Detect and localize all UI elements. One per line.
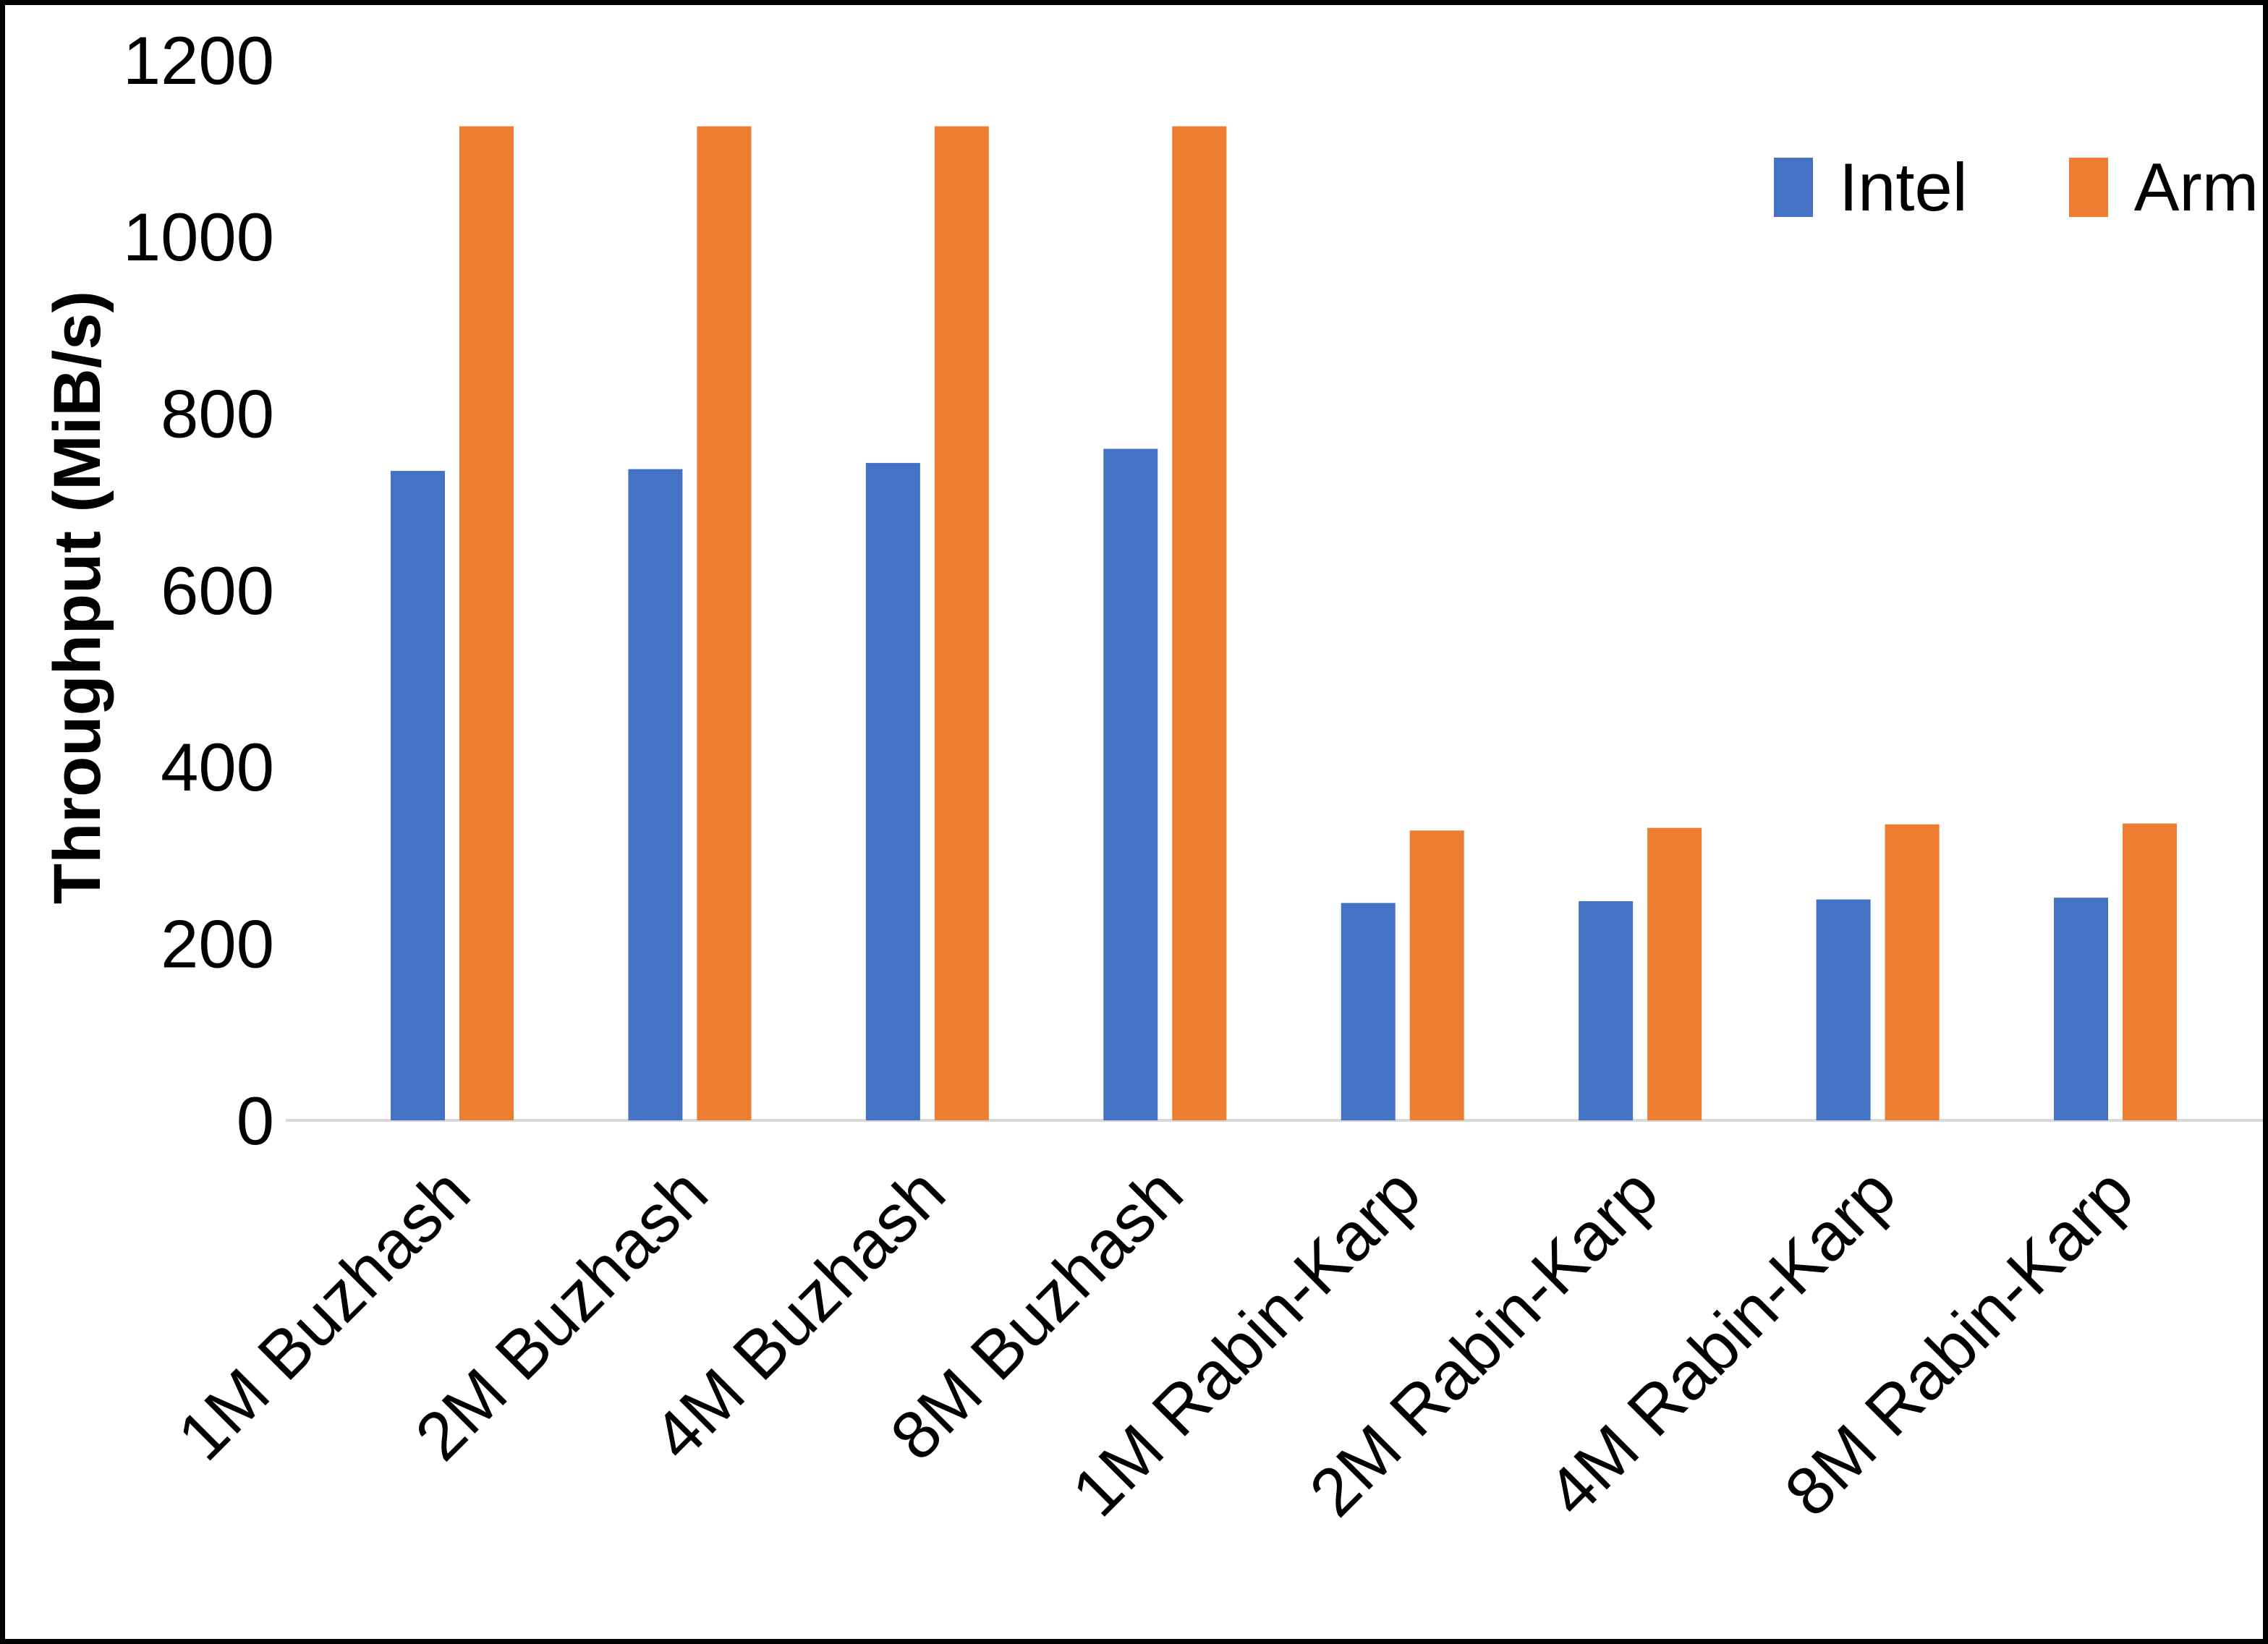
- bar-intel-4m-rabin-karp: [1816, 899, 1871, 1120]
- bar-arm-8m-buzhash: [1172, 126, 1227, 1120]
- y-axis-title: Throughput (MiB/s): [41, 290, 114, 905]
- bar-intel-4m-buzhash: [865, 463, 920, 1120]
- y-tick-label: 600: [161, 553, 274, 629]
- bar-arm-2m-buzhash: [697, 126, 752, 1120]
- y-tick-label: 1200: [123, 22, 274, 98]
- bar-arm-4m-buzhash: [934, 126, 989, 1120]
- bar-intel-8m-rabin-karp: [2054, 898, 2109, 1120]
- bar-arm-1m-buzhash: [459, 126, 514, 1120]
- legend-label-intel: Intel: [1839, 149, 1968, 225]
- bar-intel-1m-buzhash: [391, 471, 445, 1120]
- y-tick-label: 400: [161, 729, 274, 805]
- y-tick-label: 1000: [123, 199, 274, 275]
- legend-swatch-arm: [2068, 158, 2108, 217]
- legend: Intel Arm: [1774, 153, 2259, 221]
- bar-intel-2m-buzhash: [628, 469, 683, 1120]
- bar-arm-8m-rabin-karp: [2123, 823, 2178, 1120]
- bar-arm-1m-rabin-karp: [1409, 830, 1464, 1120]
- y-axis-tick-labels: 0 200 400 600 800 1000 1200: [123, 22, 274, 1159]
- y-tick-label: 800: [161, 376, 274, 452]
- y-tick-label: 0: [237, 1083, 274, 1159]
- bar-intel-2m-rabin-karp: [1579, 901, 1634, 1120]
- legend-label-arm: Arm: [2133, 149, 2259, 225]
- y-tick-label: 200: [161, 906, 274, 982]
- bar-arm-2m-rabin-karp: [1647, 827, 1702, 1120]
- bars: [391, 126, 2178, 1120]
- bar-arm-4m-rabin-karp: [1885, 824, 1940, 1120]
- legend-swatch-intel: [1774, 158, 1813, 217]
- legend-item-intel: Intel: [1774, 153, 1968, 221]
- bar-intel-1m-rabin-karp: [1341, 903, 1396, 1120]
- bar-intel-8m-buzhash: [1103, 448, 1158, 1120]
- legend-item-arm: Arm: [2068, 149, 2259, 225]
